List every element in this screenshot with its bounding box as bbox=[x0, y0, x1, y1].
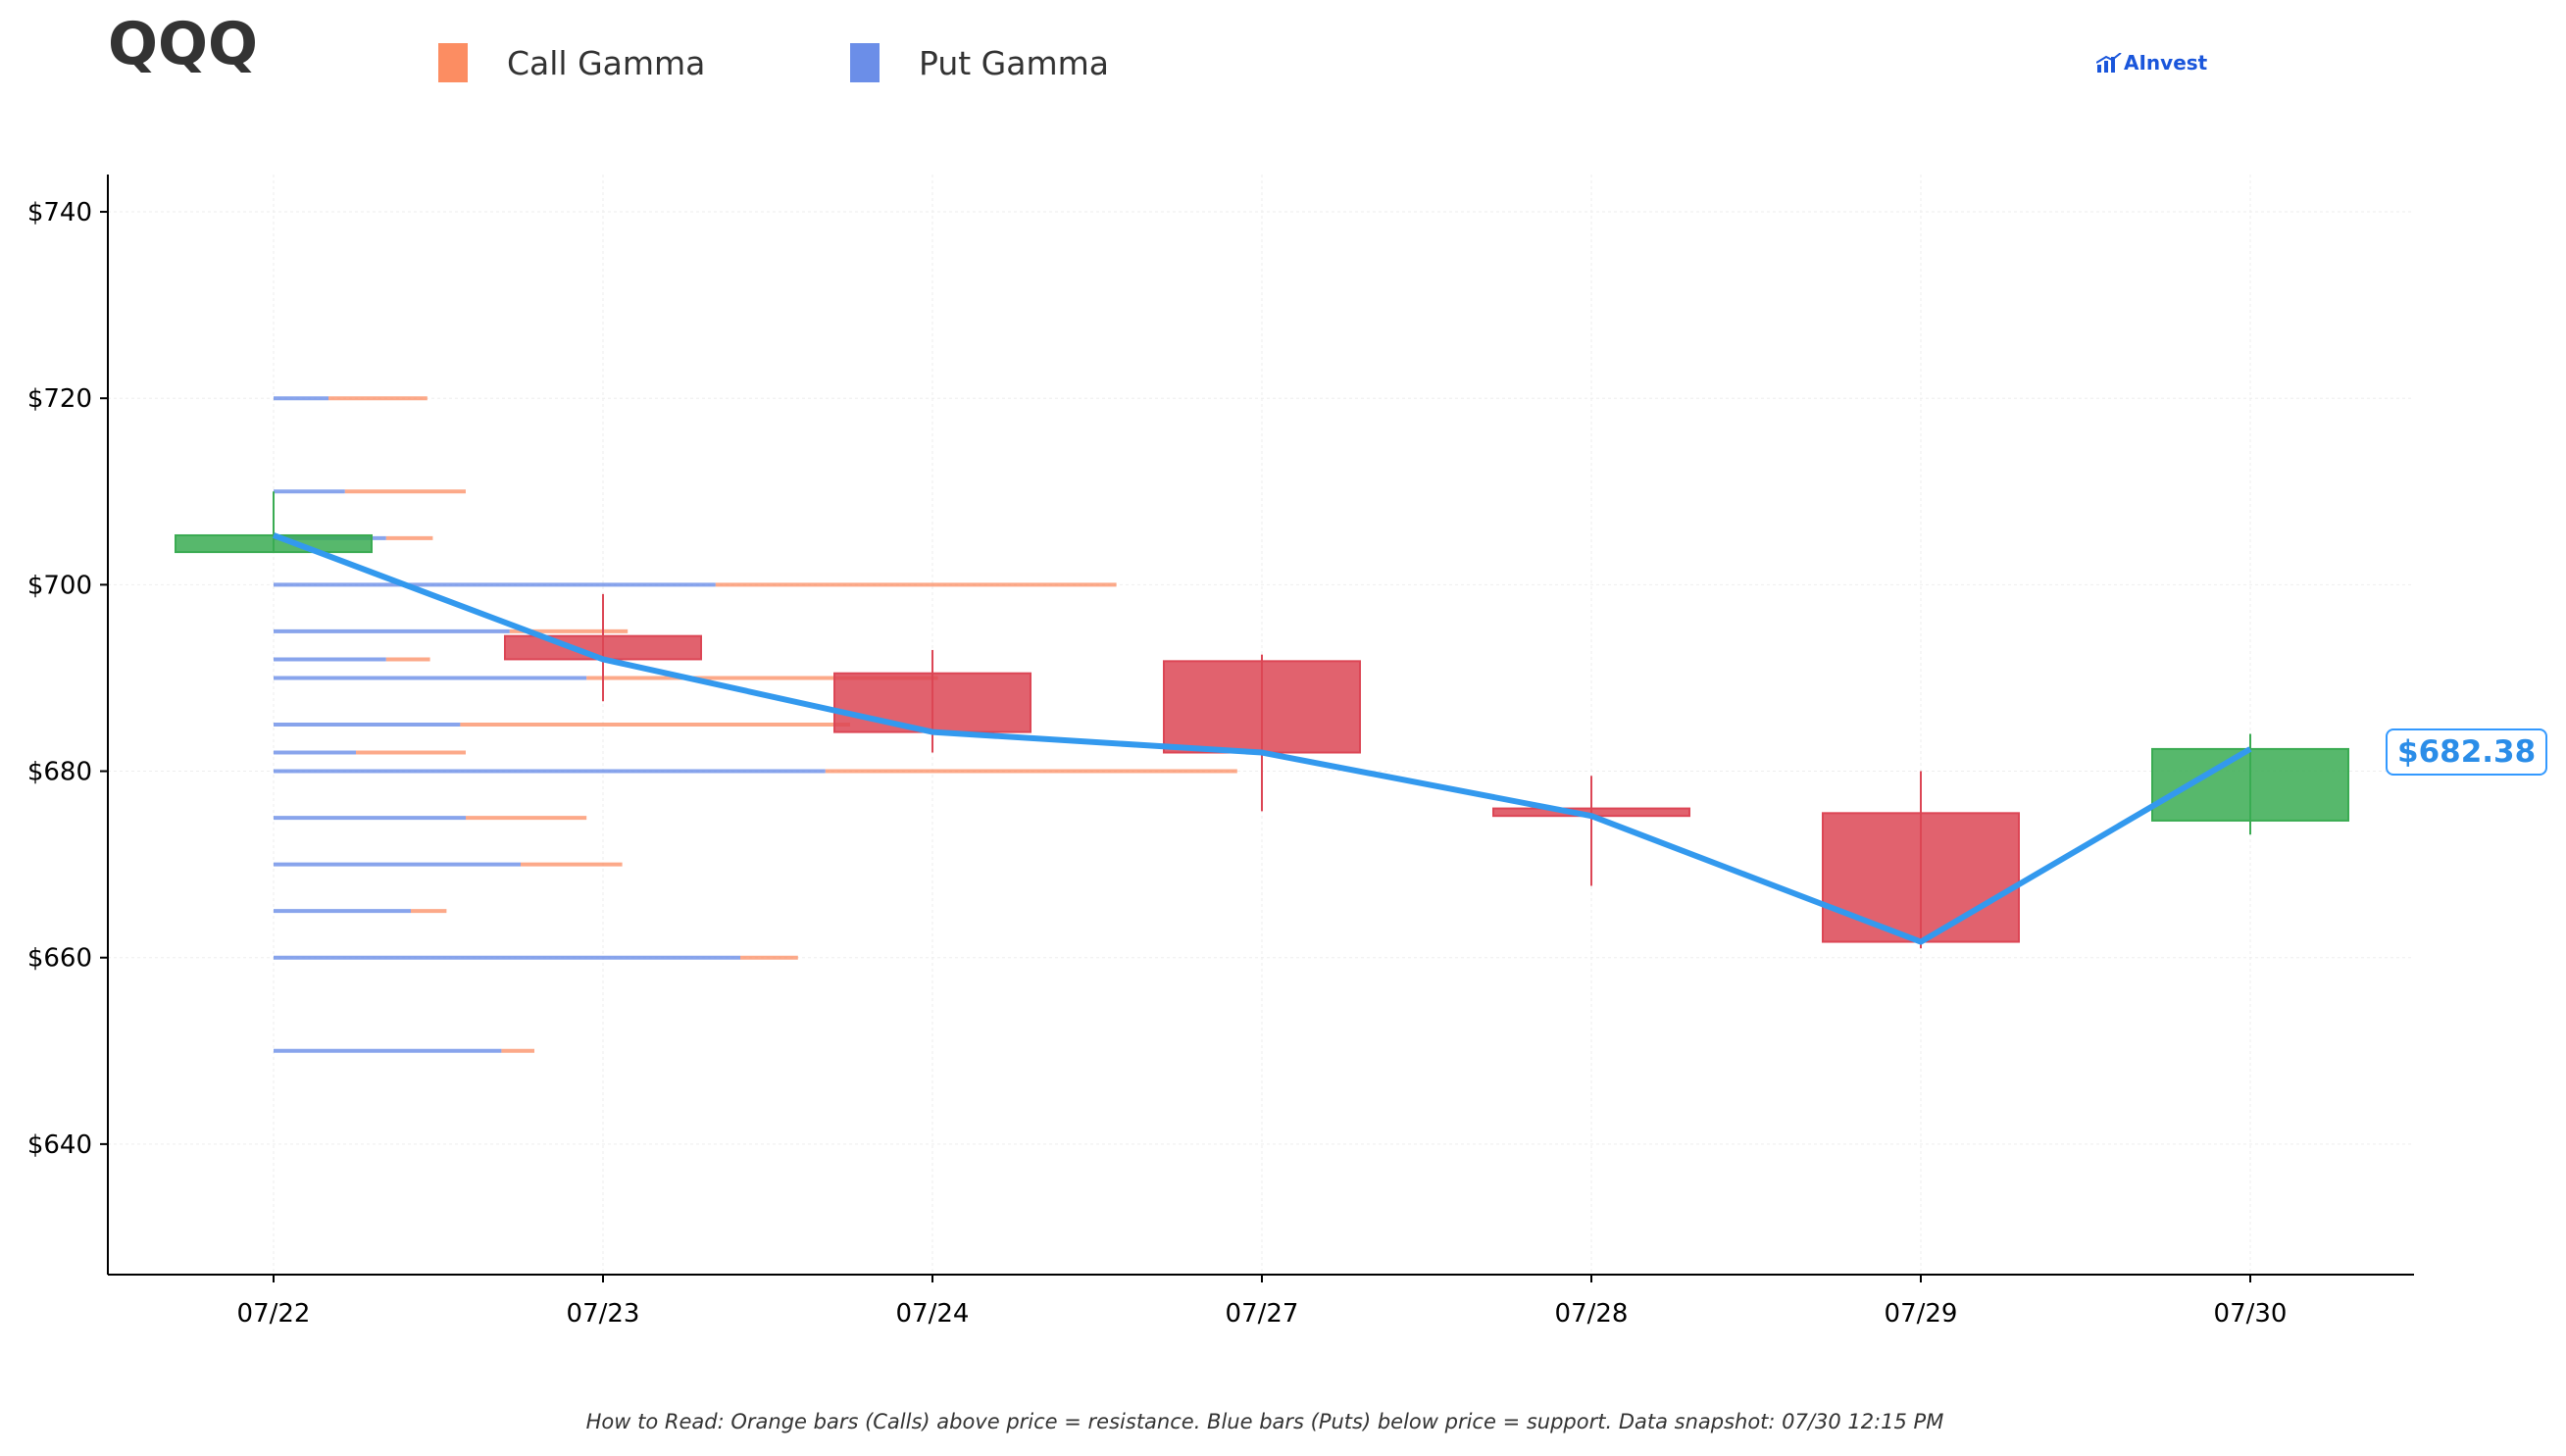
brand-logo: AInvest bbox=[2096, 51, 2207, 75]
legend-call-gamma: Call Gamma bbox=[438, 37, 705, 88]
brand-name: AInvest bbox=[2124, 51, 2208, 75]
price-line bbox=[272, 532, 2252, 945]
candle-body bbox=[1163, 660, 1361, 754]
y-tick-label: $740 bbox=[27, 198, 92, 227]
candle-body bbox=[1822, 812, 2020, 943]
ticker-title: QQQ bbox=[108, 10, 259, 78]
legend-put-label: Put Gamma bbox=[919, 43, 1109, 82]
footer-note: How to Read: Orange bars (Calls) above p… bbox=[585, 1410, 1944, 1433]
call-gamma-swatch bbox=[438, 43, 468, 82]
candle-body bbox=[833, 672, 1031, 733]
candle-body bbox=[504, 634, 702, 661]
y-tick-label: $720 bbox=[27, 384, 92, 414]
brand-chart-icon bbox=[2096, 53, 2122, 73]
x-tick-label: 07/28 bbox=[1555, 1299, 1629, 1329]
x-tick-label: 07/22 bbox=[237, 1299, 311, 1329]
candle-body bbox=[2151, 747, 2349, 822]
put-gamma-swatch bbox=[850, 43, 880, 82]
y-tick-label: $640 bbox=[27, 1130, 92, 1160]
x-tick-label: 07/24 bbox=[896, 1299, 970, 1329]
x-tick-label: 07/29 bbox=[1885, 1299, 1958, 1329]
legend-call-label: Call Gamma bbox=[507, 43, 706, 82]
x-tick-label: 07/27 bbox=[1226, 1299, 1299, 1329]
y-tick-label: $680 bbox=[27, 758, 92, 787]
x-tick-label: 07/30 bbox=[2214, 1299, 2288, 1329]
x-tick-label: 07/23 bbox=[567, 1299, 640, 1329]
legend-put-gamma: Put Gamma bbox=[850, 37, 1109, 88]
y-tick-label: $660 bbox=[27, 944, 92, 974]
y-tick-label: $700 bbox=[27, 571, 92, 600]
current-price-label: $682.38 bbox=[2386, 728, 2548, 776]
